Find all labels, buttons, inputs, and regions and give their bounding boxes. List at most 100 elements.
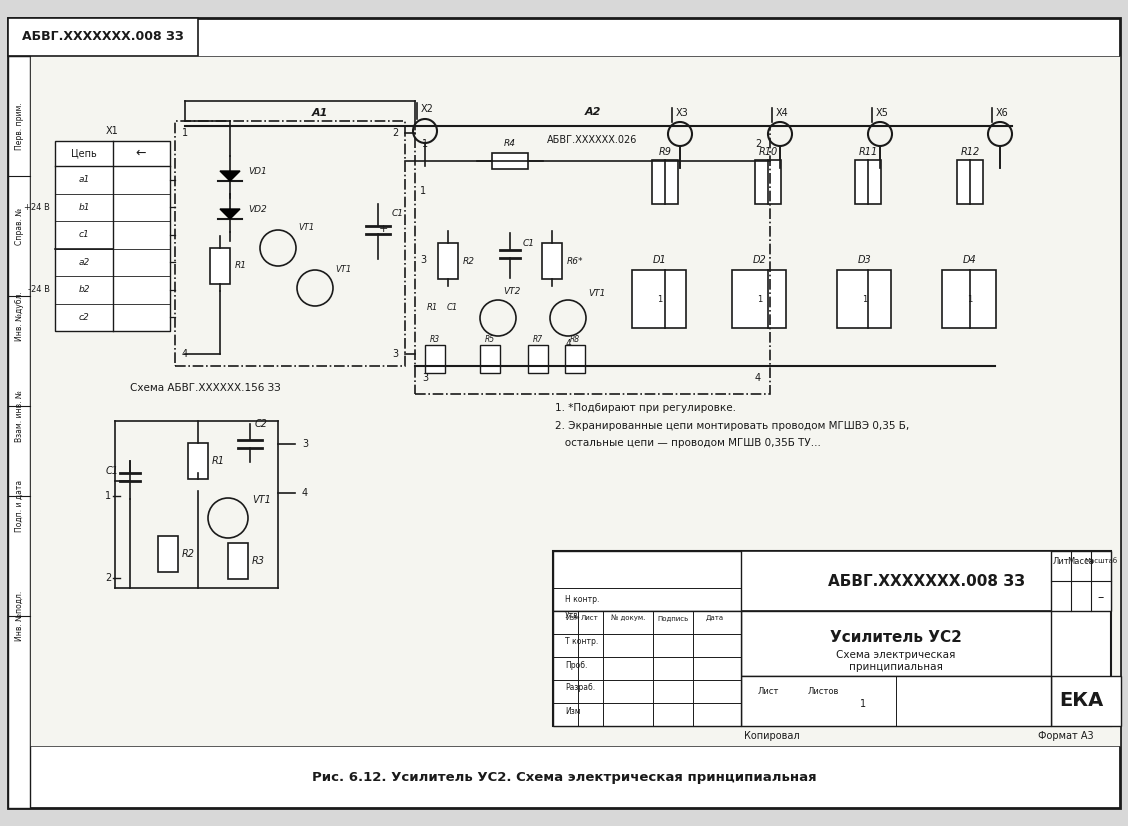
Text: R1: R1 bbox=[235, 262, 247, 270]
Bar bbox=[755, 160, 781, 204]
Bar bbox=[30, 56, 1120, 746]
Text: Подп. и дата: Подп. и дата bbox=[15, 480, 24, 532]
Text: ЕКА: ЕКА bbox=[1059, 691, 1103, 710]
Text: Формат А3: Формат А3 bbox=[1038, 731, 1094, 741]
Text: R2: R2 bbox=[182, 549, 195, 559]
Text: 2: 2 bbox=[391, 128, 398, 138]
Text: Лист: Лист bbox=[581, 615, 599, 621]
Text: А1: А1 bbox=[311, 108, 328, 118]
Text: Взам. инв. №: Взам. инв. № bbox=[15, 390, 24, 442]
Text: R2: R2 bbox=[462, 257, 475, 265]
Text: D3: D3 bbox=[858, 255, 872, 265]
Text: 1: 1 bbox=[105, 491, 111, 501]
Text: R7: R7 bbox=[532, 335, 543, 344]
Text: Справ. №: Справ. № bbox=[15, 207, 24, 244]
Text: Усилитель УС2: Усилитель УС2 bbox=[830, 630, 962, 645]
Text: Изм: Изм bbox=[565, 615, 580, 621]
Text: Проб.: Проб. bbox=[565, 661, 588, 670]
Text: АБВГ.XXXXXXX.008 ЗЗ: АБВГ.XXXXXXX.008 ЗЗ bbox=[23, 31, 184, 44]
Text: R10: R10 bbox=[758, 147, 777, 157]
Text: 2: 2 bbox=[105, 573, 112, 583]
Bar bbox=[1051, 676, 1121, 726]
Text: X3: X3 bbox=[676, 108, 688, 118]
Bar bbox=[741, 611, 1051, 676]
Text: 1: 1 bbox=[860, 699, 866, 709]
Bar bbox=[652, 160, 678, 204]
Text: 1: 1 bbox=[420, 186, 426, 196]
Bar bbox=[732, 270, 786, 328]
Text: VT1: VT1 bbox=[335, 265, 351, 274]
Bar bbox=[55, 141, 170, 331]
Polygon shape bbox=[220, 171, 240, 181]
Bar bbox=[741, 551, 1111, 611]
Text: 1: 1 bbox=[757, 295, 763, 303]
Bar bbox=[210, 248, 230, 284]
Text: C1: C1 bbox=[523, 239, 535, 248]
Text: +24 В: +24 В bbox=[24, 202, 50, 211]
Text: a1: a1 bbox=[78, 175, 89, 184]
Text: b1: b1 bbox=[78, 202, 90, 211]
Text: АБВГ.XXXXXXX.008 ЗЗ: АБВГ.XXXXXXX.008 ЗЗ bbox=[828, 573, 1024, 588]
Text: Н контр.: Н контр. bbox=[565, 596, 599, 605]
Bar bbox=[565, 345, 585, 373]
Text: 3: 3 bbox=[422, 373, 428, 383]
Bar bbox=[8, 18, 199, 56]
Text: 4: 4 bbox=[182, 349, 188, 359]
Text: R6*: R6* bbox=[567, 257, 583, 265]
Text: R8: R8 bbox=[570, 335, 580, 344]
Text: -24 В: -24 В bbox=[28, 285, 50, 294]
Text: Копировал: Копировал bbox=[744, 731, 800, 741]
Text: 1. *Подбирают при регулировке.: 1. *Подбирают при регулировке. bbox=[555, 403, 735, 413]
Text: Т контр.: Т контр. bbox=[565, 638, 598, 647]
Bar bbox=[228, 543, 248, 579]
Bar bbox=[741, 676, 1051, 726]
Bar bbox=[175, 121, 405, 366]
Bar bbox=[541, 243, 562, 279]
Text: D2: D2 bbox=[754, 255, 767, 265]
Text: R1: R1 bbox=[212, 456, 224, 466]
Bar bbox=[957, 160, 982, 204]
Text: Подпись: Подпись bbox=[658, 615, 688, 621]
Text: C2: C2 bbox=[255, 419, 268, 429]
Text: VT2: VT2 bbox=[503, 287, 520, 296]
Text: Инв. №дубл.: Инв. №дубл. bbox=[15, 291, 24, 341]
Text: c1: c1 bbox=[79, 230, 89, 240]
Text: 1: 1 bbox=[182, 128, 188, 138]
Text: X1: X1 bbox=[106, 126, 118, 136]
Text: VT1: VT1 bbox=[252, 495, 271, 505]
Bar bbox=[553, 611, 741, 726]
Bar bbox=[855, 160, 881, 204]
Text: R9: R9 bbox=[659, 147, 671, 157]
Text: Масштаб: Масштаб bbox=[1084, 558, 1118, 564]
Text: R5: R5 bbox=[485, 335, 495, 344]
Text: 4: 4 bbox=[565, 339, 571, 348]
Text: –: – bbox=[1098, 591, 1104, 605]
Text: 4: 4 bbox=[755, 373, 761, 383]
Text: R1: R1 bbox=[426, 303, 438, 312]
Text: Лит: Лит bbox=[1052, 557, 1069, 566]
Text: Листов: Листов bbox=[808, 686, 839, 695]
Bar bbox=[425, 345, 446, 373]
Text: 1: 1 bbox=[968, 295, 972, 303]
Text: a2: a2 bbox=[78, 258, 89, 267]
Text: 1: 1 bbox=[658, 295, 662, 303]
Bar bbox=[942, 270, 996, 328]
Text: R12: R12 bbox=[960, 147, 979, 157]
Text: D1: D1 bbox=[653, 255, 667, 265]
Bar bbox=[158, 536, 178, 572]
Text: 2: 2 bbox=[755, 139, 761, 149]
Text: 3: 3 bbox=[302, 439, 308, 449]
Bar bbox=[415, 126, 770, 394]
Bar bbox=[837, 270, 891, 328]
Bar bbox=[1051, 551, 1111, 611]
Text: Изм: Изм bbox=[565, 706, 581, 715]
Text: X6: X6 bbox=[996, 108, 1008, 118]
Bar bbox=[528, 345, 548, 373]
Text: Цепь: Цепь bbox=[71, 148, 97, 158]
Text: Дата: Дата bbox=[706, 615, 724, 621]
Text: № докум.: № докум. bbox=[611, 615, 645, 621]
Text: 3: 3 bbox=[420, 255, 426, 265]
Text: X4: X4 bbox=[776, 108, 788, 118]
Bar bbox=[8, 56, 30, 808]
Text: C1: C1 bbox=[393, 210, 404, 219]
